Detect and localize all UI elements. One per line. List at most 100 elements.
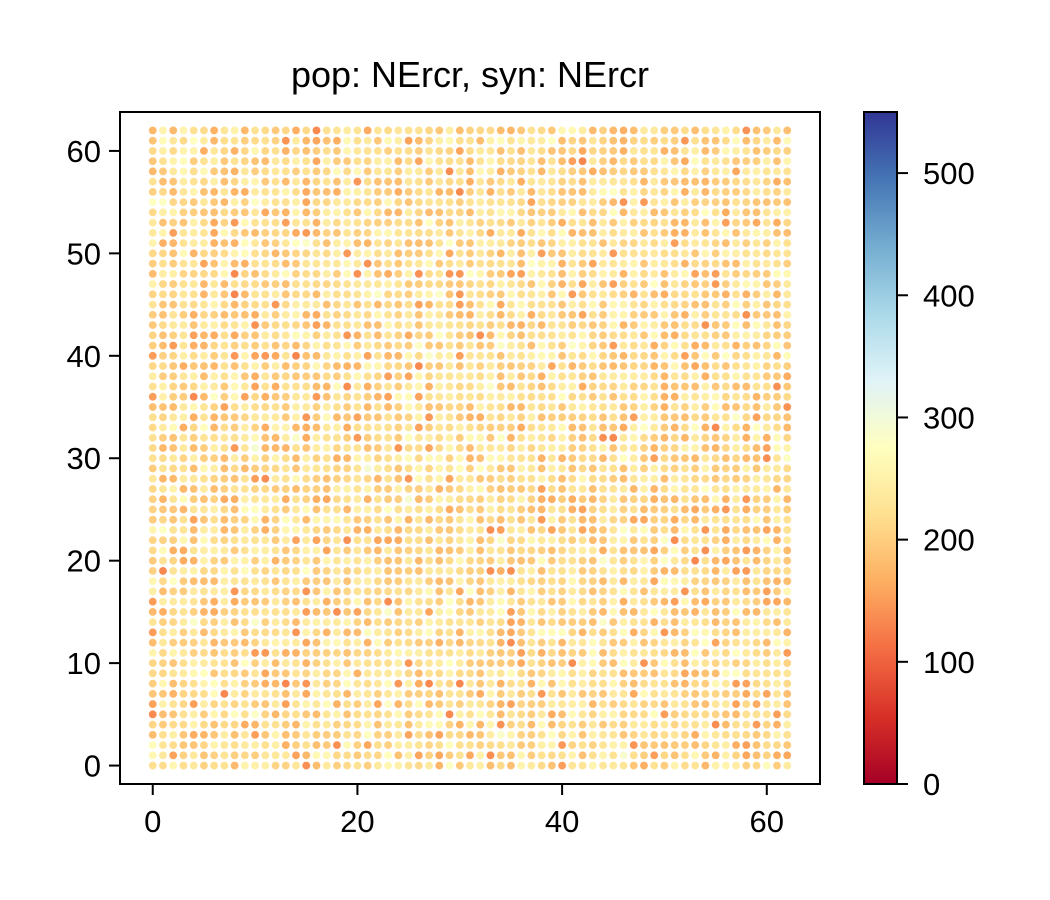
scatter-point [506,669,516,678]
scatter-point [527,658,536,668]
scatter-point [465,177,475,186]
scatter-point [465,730,475,740]
scatter-point [680,669,690,678]
scatter-point [353,464,362,473]
scatter-point [752,740,761,750]
scatter-point [527,382,536,391]
scatter-point [220,751,229,760]
scatter-point [557,669,567,678]
scatter-point [168,556,178,565]
scatter-point [209,300,219,309]
scatter-point [680,556,690,565]
scatter-point [148,453,158,463]
scatter-point [680,146,690,156]
scatter-point [383,617,393,627]
scatter-point [148,126,158,135]
scatter-point [342,751,352,760]
scatter-point [475,699,485,709]
scatter-point [772,249,782,258]
scatter-point [158,392,168,402]
scatter-point [240,402,250,412]
scatter-point [189,566,198,576]
scatter-point [649,126,659,135]
scatter-point [353,453,362,463]
scatter-point [629,566,639,576]
scatter-point [568,371,577,381]
scatter-point [701,699,710,709]
scatter-point [281,535,291,545]
scatter-point [179,402,188,412]
scatter-point [158,628,168,637]
scatter-point [701,669,710,678]
scatter-point [742,249,751,258]
scatter-point [690,751,700,760]
scatter-point [711,587,720,596]
scatter-point [394,566,403,576]
scatter-point [414,761,424,770]
scatter-point [557,331,567,340]
scatter-point [711,751,720,760]
scatter-point [394,751,403,760]
scatter-point [557,494,567,504]
scatter-point [782,669,792,678]
scatter-point [568,361,577,371]
scatter-point [189,474,198,484]
scatter-point [445,484,454,494]
scatter-point [179,515,188,525]
scatter-point [731,371,741,381]
scatter-point [342,310,352,320]
scatter-point [537,351,546,361]
scatter-point [240,699,250,709]
scatter-point [455,423,465,432]
scatter-point [455,628,465,637]
scatter-point [711,669,720,678]
scatter-point [782,494,792,504]
scatter-point [394,167,403,176]
scatter-point [506,494,516,504]
scatter-point [301,546,311,555]
scatter-point [578,720,587,729]
scatter-point [701,156,710,166]
scatter-point [752,607,761,617]
scatter-point [383,177,393,186]
scatter-point [475,535,485,545]
scatter-point [455,638,465,647]
scatter-point [148,546,158,555]
scatter-point [414,720,424,729]
scatter-point [598,443,608,453]
scatter-point [404,218,413,227]
scatter-point [261,515,270,525]
scatter-point [301,761,311,770]
scatter-point [414,259,424,268]
scatter-point [250,494,260,504]
scatter-point [230,412,239,422]
scatter-point [680,474,690,484]
scatter-point [629,290,639,299]
scatter-point [527,648,536,658]
scatter-point [721,730,731,740]
scatter-point [179,290,188,299]
scatter-point [486,238,495,248]
scatter-point [230,597,239,606]
scatter-point [414,331,424,340]
scatter-point [772,587,782,596]
scatter-point [547,607,557,617]
scatter-point [404,751,413,760]
scatter-point [148,218,158,227]
scatter-point [312,208,321,217]
scatter-point [465,679,475,688]
scatter-point [475,484,485,494]
scatter-point [261,382,270,391]
scatter-point [588,402,598,412]
scatter-point [189,331,198,340]
scatter-point [608,197,618,207]
scatter-point [158,136,168,145]
scatter-point [578,607,587,617]
scatter-point [629,761,639,770]
scatter-point [742,177,751,186]
scatter-point [506,710,516,719]
scatter-point [660,597,669,606]
y-tick-label: 50 [67,236,101,271]
scatter-point [608,525,618,535]
scatter-point [158,218,168,227]
